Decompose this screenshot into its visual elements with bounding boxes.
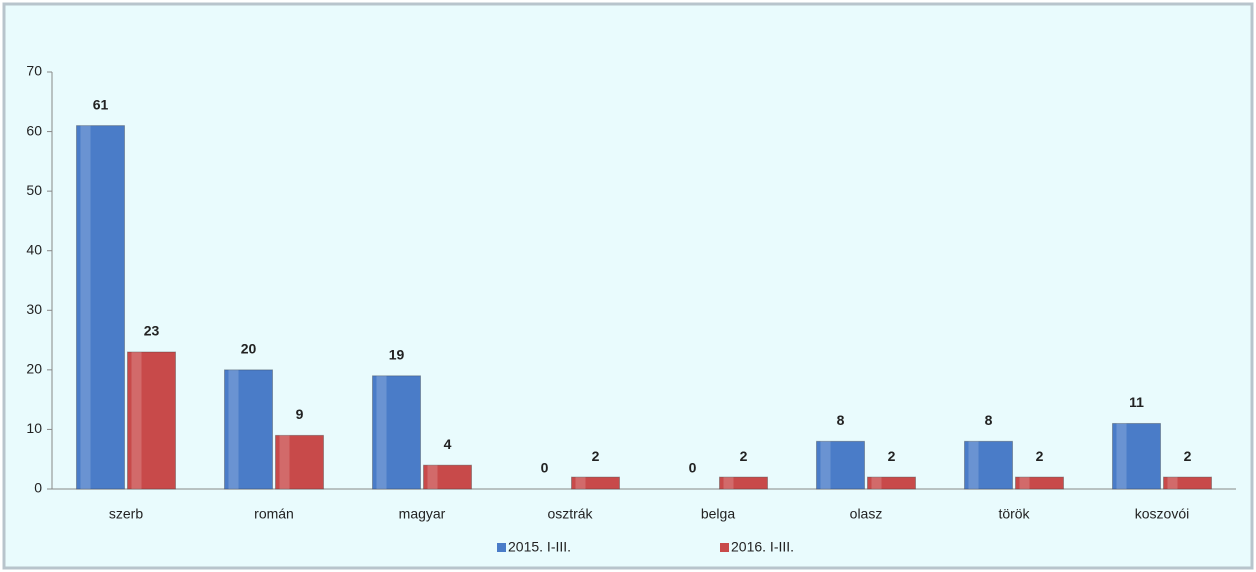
bar <box>127 351 176 490</box>
y-tick-label: 0 <box>34 480 42 496</box>
value-label: 11 <box>1129 394 1144 410</box>
value-label: 0 <box>689 460 697 476</box>
bar <box>571 476 620 490</box>
x-tick-label: olasz <box>850 506 883 522</box>
bar-shine <box>871 477 882 489</box>
bar <box>372 375 421 490</box>
bar-shine <box>228 369 239 489</box>
x-tick-label: szerb <box>109 506 143 522</box>
bar <box>867 476 916 490</box>
value-label: 20 <box>241 341 257 357</box>
value-label: 0 <box>541 460 549 476</box>
value-label: 4 <box>444 436 452 452</box>
bar-shine <box>279 435 290 489</box>
x-tick-label: belga <box>701 506 735 522</box>
x-tick-label: osztrák <box>547 506 593 522</box>
bar-shine <box>1167 477 1178 489</box>
bar-shine <box>968 441 979 489</box>
value-label: 9 <box>296 406 304 422</box>
legend-label: 2015. I-III. <box>508 539 571 555</box>
bar <box>224 369 273 490</box>
bar <box>964 440 1013 490</box>
bar-shine <box>1019 477 1030 489</box>
bar <box>816 440 865 490</box>
bar-shine <box>131 351 142 489</box>
bar <box>76 125 125 490</box>
bar <box>1015 476 1064 490</box>
x-tick-label: román <box>254 506 294 522</box>
x-tick-label: magyar <box>399 506 446 522</box>
value-label: 2 <box>1036 448 1044 464</box>
bar <box>719 476 768 490</box>
y-tick-label: 10 <box>26 420 42 436</box>
bar-shine <box>427 465 438 489</box>
bar-shine <box>723 477 734 489</box>
value-label: 61 <box>93 96 109 112</box>
y-tick-label: 30 <box>26 301 42 317</box>
y-tick-label: 20 <box>26 361 42 377</box>
value-label: 23 <box>144 323 160 339</box>
bar-shine <box>1116 423 1127 489</box>
y-tick-label: 40 <box>26 241 42 257</box>
bar <box>275 434 324 490</box>
value-label: 8 <box>985 412 993 428</box>
x-tick-label: török <box>998 506 1030 522</box>
value-label: 8 <box>837 412 845 428</box>
bar <box>423 464 472 490</box>
bar <box>1112 422 1161 490</box>
legend-swatch <box>497 543 506 552</box>
bar-shine <box>820 441 831 489</box>
y-tick-label: 70 <box>26 63 42 79</box>
y-tick-label: 60 <box>26 122 42 138</box>
value-label: 2 <box>592 448 600 464</box>
value-label: 19 <box>389 347 405 363</box>
value-label: 2 <box>1184 448 1192 464</box>
legend-label: 2016. I-III. <box>731 539 794 555</box>
bar-shine <box>575 477 586 489</box>
value-label: 2 <box>888 448 896 464</box>
bar-shine <box>376 375 387 489</box>
legend-swatch <box>720 543 729 552</box>
x-tick-label: koszovói <box>1135 506 1189 522</box>
y-tick-label: 50 <box>26 182 42 198</box>
bar-shine <box>80 125 91 489</box>
bar <box>1163 476 1212 490</box>
value-label: 2 <box>740 448 748 464</box>
